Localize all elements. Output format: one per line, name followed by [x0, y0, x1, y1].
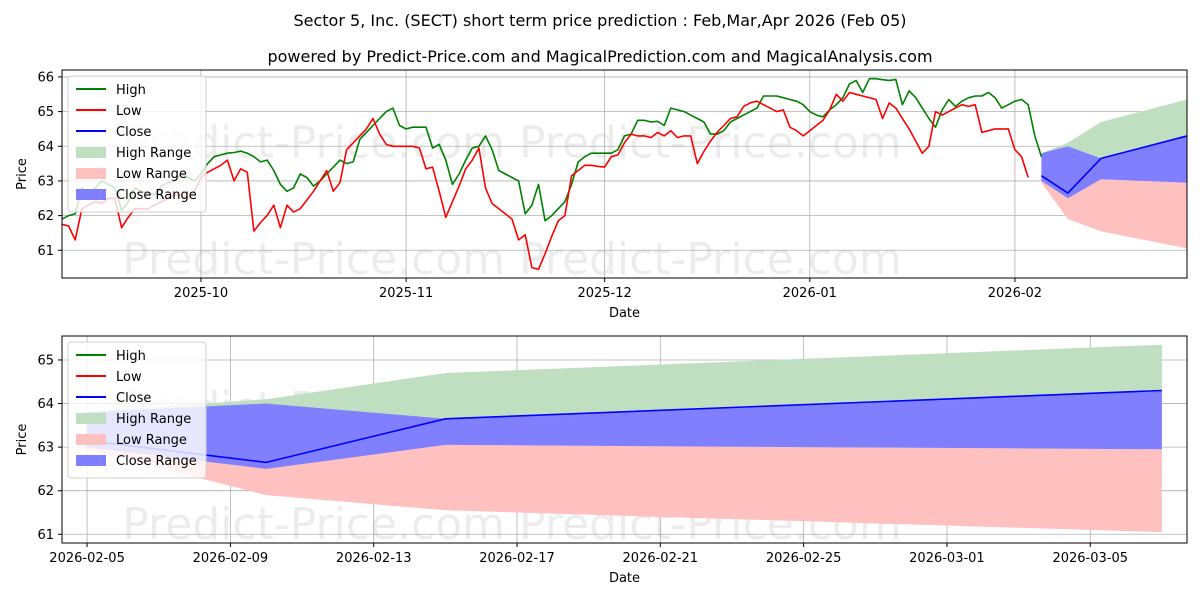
chart-title: Sector 5, Inc. (SECT) short term price p…: [293, 11, 906, 30]
watermark-text: Predict-Price.com Predict-Price.com: [122, 234, 901, 285]
legend-label-low-range: Low Range: [116, 433, 187, 448]
x-tick-label: 2026-03-05: [1052, 551, 1128, 566]
watermark-text: Predict-Price.com Predict-Price.com: [122, 117, 901, 168]
legend-label-close-range: Close Range: [116, 454, 197, 469]
legend-label-high-range: High Range: [116, 146, 191, 161]
high-range-band: [87, 344, 1162, 426]
low-range-band: [87, 434, 1162, 533]
close-series-line: [1040, 135, 1187, 194]
high-range-band: [1041, 99, 1187, 164]
x-tick-label: 2026-02-25: [766, 551, 842, 566]
x-axis-label: Date: [609, 306, 640, 321]
forecast-axes-frame: [61, 335, 1188, 544]
y-tick-label: 64: [37, 397, 54, 412]
forecast-legend: High Low Close High Range Low Range Close Ran…: [67, 341, 207, 479]
x-tick-label: 2026-03-01: [909, 551, 985, 566]
x-tick-label: 2025-11: [379, 286, 433, 301]
low-range-legend-swatch: [76, 434, 106, 445]
history-legend: High Low Close High Range Low Range Close Ran…: [67, 75, 207, 213]
x-tick-label: 2025-12: [577, 286, 631, 301]
history-axes-frame: [61, 69, 1188, 279]
x-tick-label: 2026-02-17: [479, 551, 555, 566]
y-axis-label: Price: [15, 158, 30, 190]
y-tick-label: 65: [37, 353, 54, 368]
chart-subtitle: powered by Predict-Price.com and Magical…: [267, 47, 932, 66]
y-tick-label: 62: [37, 484, 54, 499]
legend-label-low: Low: [116, 104, 142, 119]
legend-label-high: High: [116, 349, 146, 364]
legend-label-low-range: Low Range: [116, 167, 187, 182]
x-tick-label: 2026-02: [988, 286, 1042, 301]
x-tick-label: 2026-02-05: [49, 551, 125, 566]
legend-label-close-range: Close Range: [116, 188, 197, 203]
x-tick-label: 2026-02-09: [193, 551, 269, 566]
close-range-legend-swatch: [76, 455, 106, 466]
y-tick-label: 65: [37, 105, 54, 120]
forecast-plot-area: [87, 344, 1162, 533]
high-range-legend-swatch: [76, 413, 106, 424]
close-range-legend-swatch: [76, 189, 106, 200]
x-tick-label: 2026-02-13: [336, 551, 412, 566]
y-tick-label: 63: [37, 441, 54, 456]
x-tick-label: 2026-02-21: [623, 551, 699, 566]
y-tick-label: 61: [37, 244, 54, 259]
y-tick-label: 62: [37, 209, 54, 224]
legend-label-high-range: High Range: [116, 412, 191, 427]
y-axis-label: Price: [15, 424, 30, 456]
legend-label-low: Low: [116, 370, 142, 385]
y-tick-label: 66: [37, 70, 54, 85]
low-range-legend-swatch: [76, 168, 106, 179]
x-axis-label: Date: [609, 571, 640, 586]
y-tick-label: 63: [37, 174, 54, 189]
legend-label-high: High: [116, 83, 146, 98]
close-range-band: [87, 390, 1162, 469]
legend-label-close: Close: [116, 391, 151, 406]
high-series-line: [62, 77, 1043, 222]
forecast-panel: Predict-Price.com Predict-Price.comPredi…: [15, 335, 1188, 586]
high-range-legend-swatch: [76, 147, 106, 158]
y-tick-label: 61: [37, 528, 54, 543]
x-tick-label: 2025-10: [174, 286, 228, 301]
legend-label-close: Close: [116, 125, 151, 140]
y-tick-label: 64: [37, 140, 54, 155]
history-panel: Predict-Price.com Predict-Price.com Predi…: [15, 69, 1188, 321]
x-tick-label: 2026-01: [783, 286, 837, 301]
history-grid: [62, 70, 1187, 278]
low-series-line: [62, 91, 1029, 271]
history-plot-area: [62, 77, 1187, 271]
